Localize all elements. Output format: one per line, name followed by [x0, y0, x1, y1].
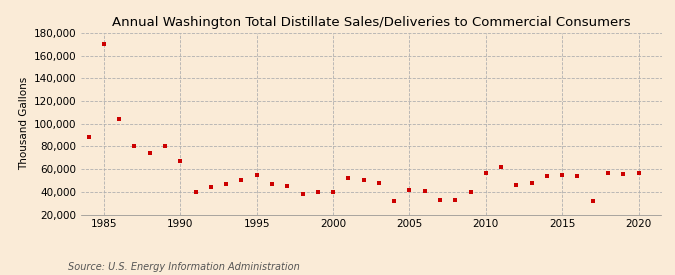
Point	[404, 187, 415, 192]
Point	[159, 144, 170, 148]
Point	[541, 174, 552, 178]
Title: Annual Washington Total Distillate Sales/Deliveries to Commercial Consumers: Annual Washington Total Distillate Sales…	[112, 16, 630, 29]
Point	[282, 184, 293, 188]
Point	[358, 178, 369, 183]
Point	[236, 178, 247, 183]
Point	[481, 170, 491, 175]
Point	[313, 190, 323, 194]
Point	[267, 182, 277, 186]
Point	[618, 172, 628, 176]
Point	[587, 199, 598, 203]
Point	[572, 174, 583, 178]
Point	[99, 42, 109, 46]
Point	[114, 117, 125, 122]
Point	[633, 170, 644, 175]
Point	[251, 173, 262, 177]
Point	[190, 190, 201, 194]
Point	[205, 185, 216, 189]
Point	[221, 182, 232, 186]
Point	[435, 197, 446, 202]
Point	[83, 135, 94, 140]
Point	[327, 190, 338, 194]
Point	[343, 176, 354, 180]
Point	[373, 181, 384, 185]
Point	[465, 190, 476, 194]
Point	[389, 199, 400, 203]
Y-axis label: Thousand Gallons: Thousand Gallons	[20, 77, 29, 170]
Point	[450, 197, 460, 202]
Text: Source: U.S. Energy Information Administration: Source: U.S. Energy Information Administ…	[68, 262, 299, 272]
Point	[526, 181, 537, 185]
Point	[603, 170, 614, 175]
Point	[419, 188, 430, 193]
Point	[144, 151, 155, 155]
Point	[495, 165, 506, 169]
Point	[175, 159, 186, 163]
Point	[129, 144, 140, 148]
Point	[297, 192, 308, 196]
Point	[557, 173, 568, 177]
Point	[511, 183, 522, 187]
